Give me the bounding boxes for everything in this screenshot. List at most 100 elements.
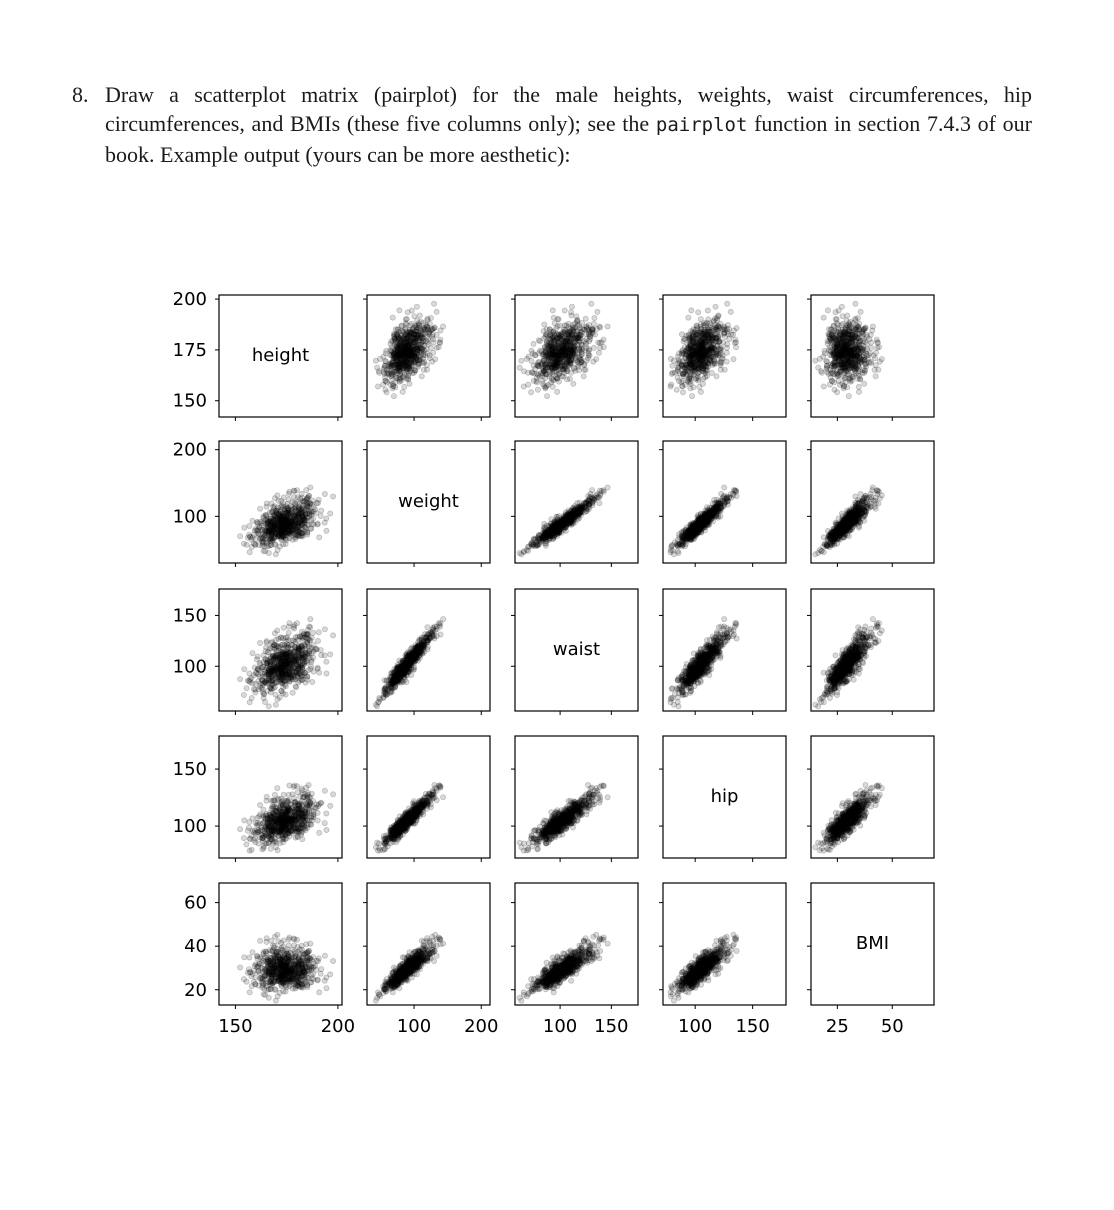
point	[539, 367, 546, 374]
point	[408, 348, 415, 355]
point	[423, 333, 430, 340]
point	[543, 331, 550, 338]
point	[553, 351, 560, 358]
point	[408, 347, 415, 354]
point	[407, 330, 414, 337]
point	[390, 355, 397, 362]
point	[561, 361, 568, 368]
point	[265, 536, 272, 543]
point	[400, 351, 407, 358]
point	[392, 364, 399, 371]
point	[699, 380, 706, 387]
point	[393, 331, 400, 338]
point	[554, 330, 561, 337]
point	[396, 360, 403, 367]
point	[397, 340, 404, 347]
point	[418, 345, 425, 352]
scatter-points	[237, 484, 337, 558]
point	[604, 484, 611, 491]
point	[583, 324, 590, 331]
point	[573, 331, 580, 338]
point	[559, 372, 566, 379]
point	[302, 526, 309, 533]
point	[412, 334, 419, 341]
point	[535, 337, 542, 344]
point	[721, 366, 728, 373]
point	[541, 357, 548, 364]
point	[855, 314, 862, 321]
point	[687, 356, 694, 363]
point	[401, 358, 408, 365]
point	[387, 346, 394, 353]
point	[396, 364, 403, 371]
point	[688, 346, 695, 353]
point	[405, 352, 412, 359]
point	[573, 328, 580, 335]
point	[568, 347, 575, 354]
point	[410, 334, 417, 341]
point	[405, 376, 412, 383]
point	[841, 364, 848, 371]
point	[392, 343, 399, 350]
point	[560, 373, 567, 380]
point	[700, 367, 707, 374]
point	[562, 339, 569, 346]
point	[383, 347, 390, 354]
point	[395, 335, 402, 342]
point	[423, 323, 430, 330]
point	[558, 336, 565, 343]
point	[571, 349, 578, 356]
point	[392, 336, 399, 343]
point	[562, 344, 569, 351]
point	[386, 363, 393, 370]
point	[551, 345, 558, 352]
point	[407, 347, 414, 354]
point	[713, 330, 720, 337]
point	[406, 349, 413, 356]
point	[399, 357, 406, 364]
point	[549, 351, 556, 358]
point	[571, 337, 578, 344]
point	[598, 339, 605, 346]
point	[433, 308, 440, 315]
point	[402, 359, 409, 366]
point	[552, 337, 559, 344]
point	[392, 326, 399, 333]
point	[574, 335, 581, 342]
point	[549, 370, 556, 377]
point	[575, 335, 582, 342]
point	[323, 515, 330, 522]
point	[402, 354, 409, 361]
point	[372, 357, 379, 364]
point	[420, 352, 427, 359]
point	[559, 343, 566, 350]
point	[576, 367, 583, 374]
point	[540, 365, 547, 372]
point	[391, 331, 398, 338]
point	[414, 331, 421, 338]
point	[559, 342, 566, 349]
point	[544, 350, 551, 357]
point	[554, 342, 561, 349]
point	[562, 326, 569, 333]
point	[424, 338, 431, 345]
point	[399, 359, 406, 366]
point	[525, 369, 532, 376]
point	[415, 321, 422, 328]
point	[834, 321, 841, 328]
point	[395, 361, 402, 368]
point	[576, 338, 583, 345]
point	[540, 328, 547, 335]
point	[564, 329, 571, 336]
point	[579, 350, 586, 357]
scatter-points	[516, 300, 611, 400]
point	[682, 365, 689, 372]
point	[414, 335, 421, 342]
point	[396, 351, 403, 358]
point	[695, 364, 702, 371]
point	[409, 325, 416, 332]
point	[543, 340, 550, 347]
point	[558, 362, 565, 369]
point	[571, 345, 578, 352]
point	[396, 341, 403, 348]
